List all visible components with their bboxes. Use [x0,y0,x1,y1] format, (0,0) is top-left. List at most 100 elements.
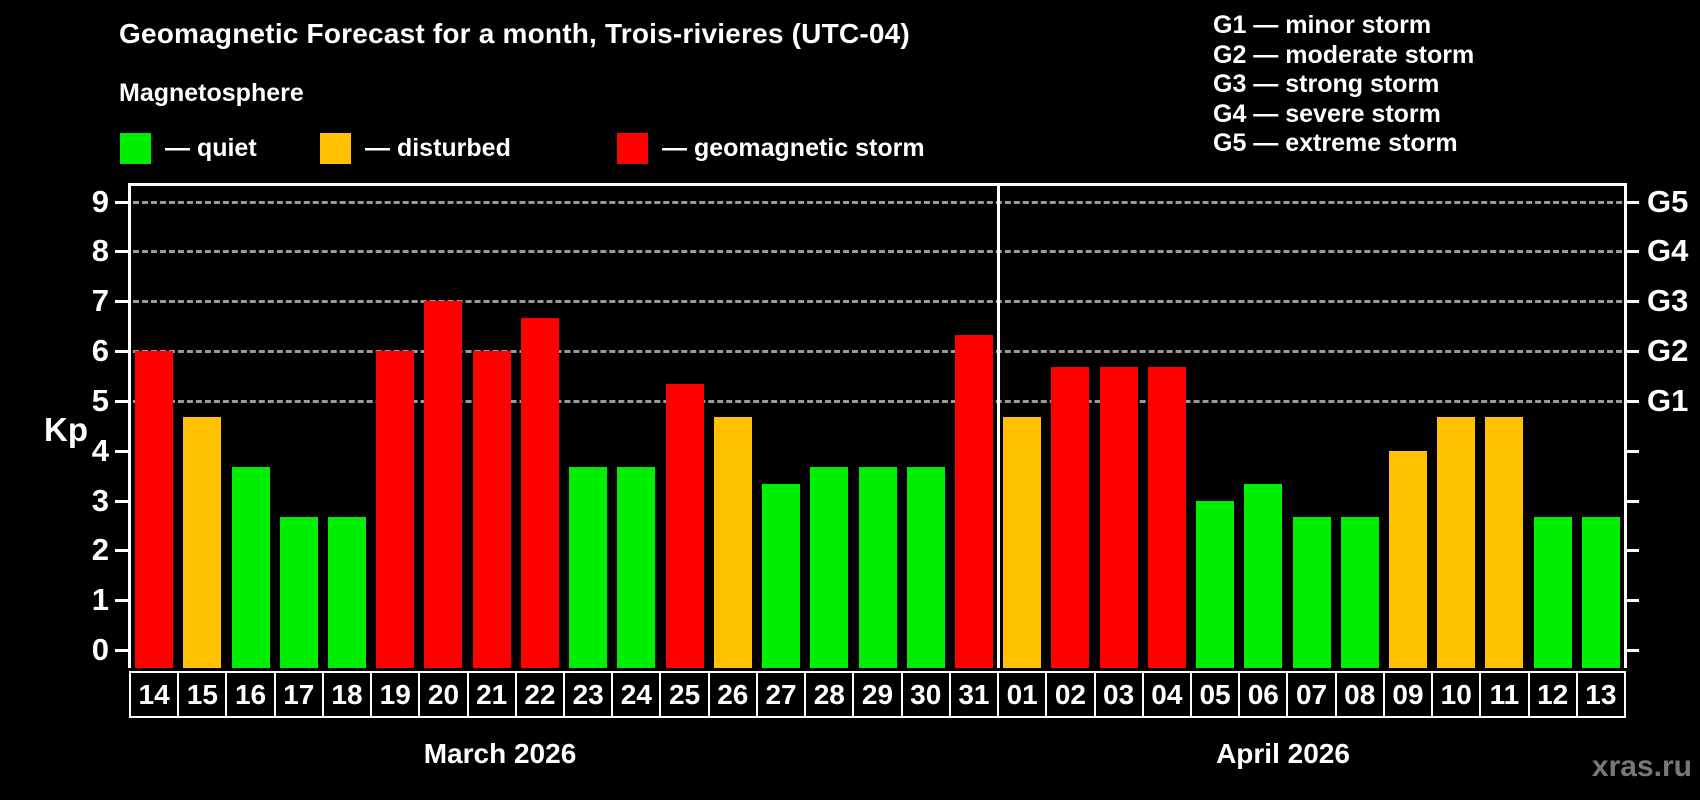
day-label-box: 07 [1286,671,1337,718]
kp-bar [376,351,415,668]
day-label-box: 19 [370,671,421,718]
day-label-box: 29 [852,671,903,718]
kp-bar [1437,417,1476,668]
day-label-box: 24 [611,671,662,718]
kp-bar [1340,516,1379,668]
legend-swatch-storm [617,132,648,164]
kp-bar [617,467,656,668]
kp-bar [569,467,608,668]
left-tick [115,549,128,553]
ytick-label: 2 [91,532,109,568]
day-label-box: 23 [563,671,614,718]
kp-bar [1581,516,1620,668]
left-tick [115,250,128,254]
kp-bar [1003,417,1042,668]
left-tick [115,350,128,354]
legend-item-disturbed: — disturbed [320,132,511,164]
month-separator [997,183,1001,668]
kp-bar [1196,500,1235,668]
left-tick [115,649,128,652]
legend-swatch-disturbed [320,132,351,164]
plot-border-top [128,183,1627,186]
day-label-box: 05 [1189,671,1241,718]
kp-bar [472,351,511,668]
kp-bar [231,467,270,668]
right-tick [1626,350,1639,354]
day-label-box: 20 [418,671,469,718]
kp-bar [520,317,559,668]
day-label-box: 10 [1431,671,1482,718]
day-label-box: 12 [1527,671,1578,718]
day-label-box: 06 [1238,671,1289,718]
kp-bar [1485,417,1524,668]
right-tick [1626,300,1639,304]
ytick-label: 6 [91,333,109,369]
g-level-label: G1 [1647,382,1689,418]
kp-axis-label: Kp [44,411,88,448]
ytick-label: 4 [91,432,109,468]
g-scale-line: G1 — minor storm [1213,11,1432,39]
g-level-label: G5 [1647,183,1689,219]
day-label-box: 02 [1045,671,1096,718]
kp-bar [665,384,704,668]
month-caption: March 2026 [423,738,577,769]
gridline-g1 [133,399,1622,403]
day-label-box: 08 [1334,671,1385,718]
day-label-box: 21 [466,671,517,718]
day-label-box: 28 [804,671,855,718]
left-tick [115,300,128,304]
legend-item-quiet: — quiet [120,132,257,164]
legend-label: — quiet [165,133,257,162]
day-label-box: 15 [177,671,228,718]
g-level-label: G4 [1647,233,1689,269]
day-label-box: 22 [514,671,566,718]
day-label-box: 09 [1382,671,1434,718]
g-level-label: G2 [1647,333,1689,369]
chart-subtitle: Magnetosphere [119,79,304,107]
left-tick [115,449,128,453]
ytick-label: 0 [91,632,109,667]
gridline-g4 [133,250,1622,254]
g-scale-line: G2 — moderate storm [1213,40,1475,69]
kp-bar [810,467,849,668]
kp-bar [1051,367,1090,668]
ytick-label: 7 [91,283,109,319]
ytick-label: 9 [91,183,109,219]
ytick-label: 8 [91,233,109,269]
day-label-box: 17 [273,671,324,718]
kp-bar [1533,516,1572,668]
day-label-box: 25 [659,671,710,718]
g-scale-line: G3 — strong storm [1213,70,1440,99]
day-label-box: 18 [321,671,373,718]
gridline-g5 [133,200,1622,204]
legend-item-storm: — geomagnetic storm [617,132,925,164]
day-label-box: 03 [1093,671,1144,718]
kp-bar [954,334,993,668]
legend-swatch-quiet [120,132,151,164]
day-label-box: 04 [1141,671,1192,718]
ytick-label: 1 [91,582,109,618]
kp-bar [135,351,174,668]
kp-bar [183,417,222,668]
day-label-box: 30 [900,671,951,718]
left-tick [115,399,128,403]
right-tick [1626,599,1639,603]
kp-bar [1099,367,1138,668]
kp-bar [713,417,752,668]
left-tick [115,200,128,204]
right-tick [1626,200,1639,204]
kp-bar [424,301,463,668]
right-tick [1626,449,1639,453]
right-tick [1626,549,1639,553]
g-scale-line: G4 — severe storm [1213,99,1441,128]
day-label-box: 31 [948,671,1000,718]
g-scale-line: G5 — extreme storm [1213,129,1458,158]
right-tick [1626,649,1639,652]
kp-bar [328,516,367,668]
g-scale-legend: G1 — minor storm G2 — moderate storm G3 — … [1213,11,1474,159]
day-label-box: 27 [755,671,807,718]
kp-bar [279,516,318,668]
kp-bar [858,467,897,668]
right-tick [1626,399,1639,403]
